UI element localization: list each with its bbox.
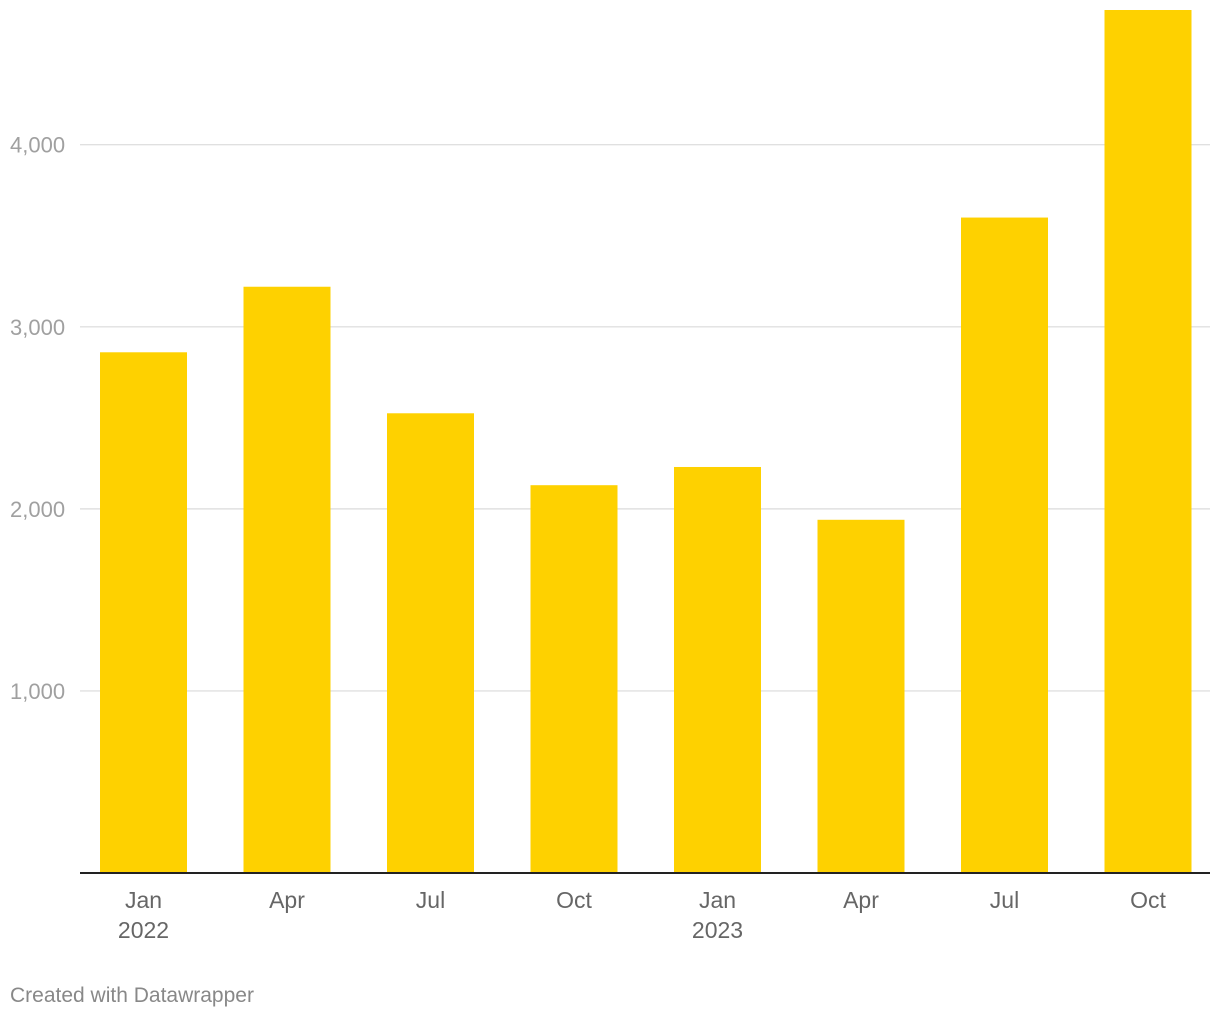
y-tick-label: 1,000 bbox=[10, 679, 65, 704]
x-tick-year-label: 2022 bbox=[118, 917, 169, 943]
bars bbox=[100, 10, 1192, 874]
bar bbox=[530, 485, 618, 873]
y-tick-label: 3,000 bbox=[10, 315, 65, 340]
x-tick-label: Apr bbox=[843, 887, 879, 913]
bar bbox=[100, 352, 187, 873]
bar bbox=[1104, 10, 1192, 873]
bar bbox=[817, 519, 905, 873]
x-tick-label: Jul bbox=[990, 887, 1019, 913]
y-tick-label: 2,000 bbox=[10, 497, 65, 522]
x-tick-label: Apr bbox=[269, 887, 305, 913]
x-axis-ticks: Jan 2022 Apr Jul Oct Jan 2023 Apr Jul Oct bbox=[118, 887, 1167, 943]
x-tick-label: Jul bbox=[416, 887, 445, 913]
x-tick-year-label: 2023 bbox=[692, 917, 743, 943]
bar bbox=[243, 286, 331, 873]
x-tick-label: Oct bbox=[1130, 887, 1166, 913]
x-tick-label: Oct bbox=[556, 887, 592, 913]
bar bbox=[961, 217, 1048, 874]
chart-credit: Created with Datawrapper bbox=[10, 984, 254, 1007]
y-axis-ticks: 1,000 2,000 3,000 4,000 bbox=[10, 133, 65, 704]
x-tick-label: Jan bbox=[699, 887, 736, 913]
y-tick-label: 4,000 bbox=[10, 133, 65, 158]
bar bbox=[674, 466, 761, 873]
x-tick-label: Jan bbox=[125, 887, 162, 913]
bar bbox=[387, 413, 474, 873]
